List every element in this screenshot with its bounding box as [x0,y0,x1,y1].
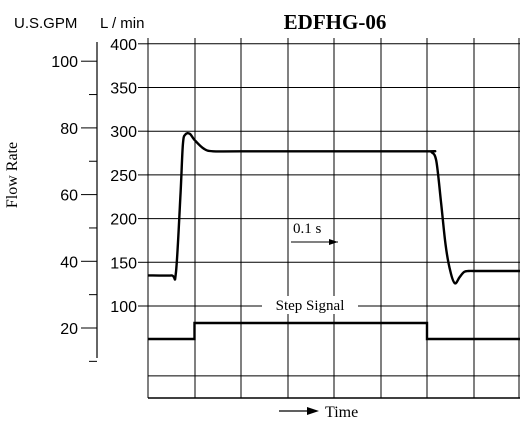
y-axis-title: Flow Rate [4,142,21,208]
series-layer [147,132,520,341]
y-tick-label-lpm: 250 [110,168,137,185]
y-tick-label-lpm: 100 [110,299,137,316]
chart-title: EDFHG-06 [284,10,387,34]
unit-label-gpm: U.S.GPM [14,15,77,32]
y-tick-label-lpm: 400 [110,37,137,54]
step-signal-label: Step Signal [276,298,345,314]
y-tick-label-gpm: 40 [60,254,78,271]
unit-label-lpm: L / min [100,15,144,32]
step-signal-label-background [262,296,358,314]
y-tick-label-gpm: 100 [51,54,78,71]
step-signal-line [148,321,520,341]
y-tick-label-gpm: 20 [60,321,78,338]
y-tick-label-gpm: 80 [60,121,78,138]
time-scale-arrowhead-icon [329,239,338,245]
axis-layer: 100 150 200 250 300 350 400 20 40 60 80 100 [51,37,148,362]
grid-layer [147,38,520,399]
time-scale-label: 0.1 s [293,221,322,237]
flow-rate-series-line [147,132,520,285]
y-tick-label-lpm: 150 [110,255,137,272]
time-arrow-icon [307,407,319,415]
time-scale-marker: 0.1 s [291,221,338,245]
x-axis-title: Time [325,404,358,421]
y-tick-label-gpm: 60 [60,188,78,205]
y-tick-label-lpm: 200 [110,212,137,229]
y-tick-label-lpm: 350 [110,81,137,98]
y-tick-label-lpm: 300 [110,124,137,141]
